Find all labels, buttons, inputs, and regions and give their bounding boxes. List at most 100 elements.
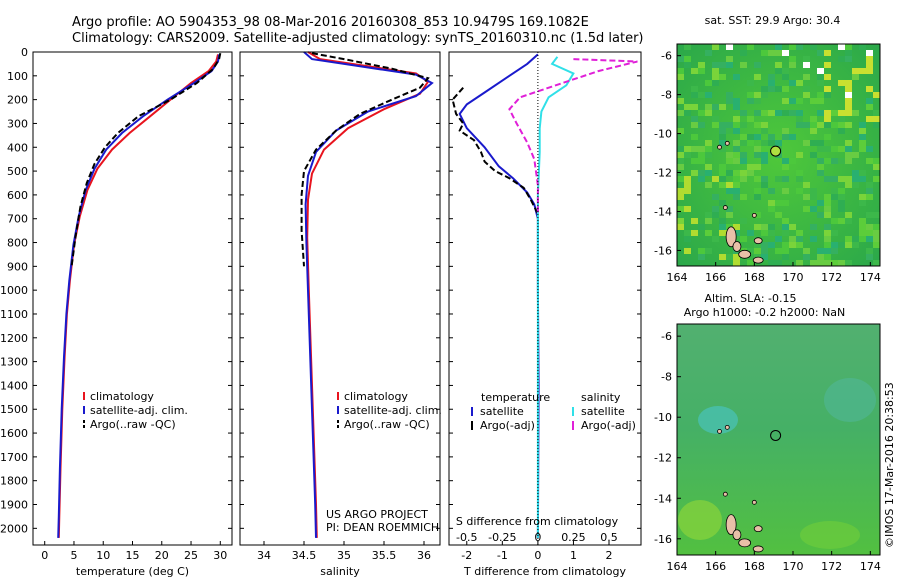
sst-cell (789, 44, 796, 50)
sst-cell (859, 44, 866, 50)
sst-cell (733, 116, 740, 122)
map-ytick-label: -12 (654, 452, 672, 465)
sst-cell (796, 242, 803, 248)
legend-label: climatology (90, 390, 154, 403)
series-line-2 (70, 53, 222, 267)
sst-cell (838, 200, 845, 206)
sst-cell (705, 164, 712, 170)
sst-cell (684, 230, 691, 236)
sst-cell (712, 116, 719, 122)
sst-cell (873, 164, 880, 170)
sst-cell (810, 152, 817, 158)
sst-cell (824, 74, 831, 80)
sst-cell (789, 56, 796, 62)
sst-cell (733, 98, 740, 104)
island-shape (722, 491, 728, 497)
legend-header-temperature: temperature (481, 391, 550, 404)
sst-cell (817, 98, 824, 104)
sst-cell (845, 86, 852, 92)
island-shape (725, 514, 737, 536)
sst-cell (712, 74, 719, 80)
sst-cell (719, 122, 726, 128)
series-line-0 (458, 53, 540, 538)
x-axis-label: T difference from climatology (463, 565, 626, 578)
map-subtitle: Argo h1000: -0.2 h2000: NaN (684, 306, 846, 319)
sst-cell (845, 104, 852, 110)
sst-cell (824, 92, 831, 98)
sst-cell (859, 134, 866, 140)
sst-cell (831, 188, 838, 194)
sst-cell (768, 110, 775, 116)
sst-cell (810, 188, 817, 194)
sst-map: 164 166 168 170 172 174 -6 -8 -10 -12 -14 -16 sat. S… (654, 14, 881, 284)
sst-cell (817, 248, 824, 254)
sst-cell (726, 182, 733, 188)
sst-cell (824, 194, 831, 200)
map-xtick-label: 170 (783, 271, 804, 284)
xtick-label: -2 (461, 549, 472, 562)
ytick-label: 1200 (0, 332, 28, 345)
sst-cell (698, 110, 705, 116)
sst-cell (873, 260, 880, 266)
sst-cell (733, 230, 740, 236)
sst-cell (775, 236, 782, 242)
sst-cell (873, 116, 880, 122)
xtick-label: 0 (534, 549, 541, 562)
sst-cell (824, 200, 831, 206)
sst-cell (761, 86, 768, 92)
sst-cell (754, 62, 761, 68)
sst-cell (817, 140, 824, 146)
argo-position-marker (770, 429, 782, 441)
sst-cell (761, 158, 768, 164)
sst-cell (775, 62, 782, 68)
sst-cell (775, 176, 782, 182)
map-ytick-label: -10 (654, 128, 672, 141)
sst-cell (859, 128, 866, 134)
header-line-1: Argo profile: AO 5904353_98 08-Mar-2016 … (72, 15, 589, 30)
profile-panel-0: 0100200300400500600700800900100011001200… (0, 46, 233, 578)
xtick-label: 30 (213, 549, 227, 562)
sst-cell (859, 122, 866, 128)
sst-cell (775, 140, 782, 146)
sst-cell (719, 170, 726, 176)
sst-cell (838, 188, 845, 194)
sst-cell (754, 152, 761, 158)
sst-cell (719, 224, 726, 230)
sst-cell (740, 62, 747, 68)
sst-cell (684, 152, 691, 158)
sst-cell (831, 110, 838, 116)
ytick-label: 900 (7, 260, 28, 273)
sst-cell (831, 260, 838, 266)
sst-cell (859, 230, 866, 236)
sst-cell (698, 68, 705, 74)
xtick-label: 0 (41, 549, 48, 562)
sst-cell (719, 164, 726, 170)
sst-cell (810, 44, 817, 50)
sst-cell (733, 170, 740, 176)
island-shape (751, 499, 757, 505)
sst-cell (747, 80, 754, 86)
sst-cell (705, 170, 712, 176)
sst-cell (768, 200, 775, 206)
sst-cell (733, 158, 740, 164)
sst-cell (698, 176, 705, 182)
sst-cell (873, 110, 880, 116)
sst-cell (719, 140, 726, 146)
island-shape (751, 212, 757, 218)
ytick-label: 1700 (0, 451, 28, 464)
sst-cell (873, 224, 880, 230)
sst-cell (712, 194, 719, 200)
sst-cell (768, 242, 775, 248)
sst-cell (824, 50, 831, 56)
sst-cell (726, 152, 733, 158)
sst-cell (754, 194, 761, 200)
sst-cell (747, 134, 754, 140)
sla-low-patch (824, 378, 876, 422)
sst-cell (719, 128, 726, 134)
legend-label: satellite (581, 405, 625, 418)
map-title: Altim. SLA: -0.15 (704, 292, 796, 305)
island-shape (738, 538, 752, 548)
sst-cell (747, 44, 754, 50)
sst-cell (754, 122, 761, 128)
sst-cell (803, 122, 810, 128)
